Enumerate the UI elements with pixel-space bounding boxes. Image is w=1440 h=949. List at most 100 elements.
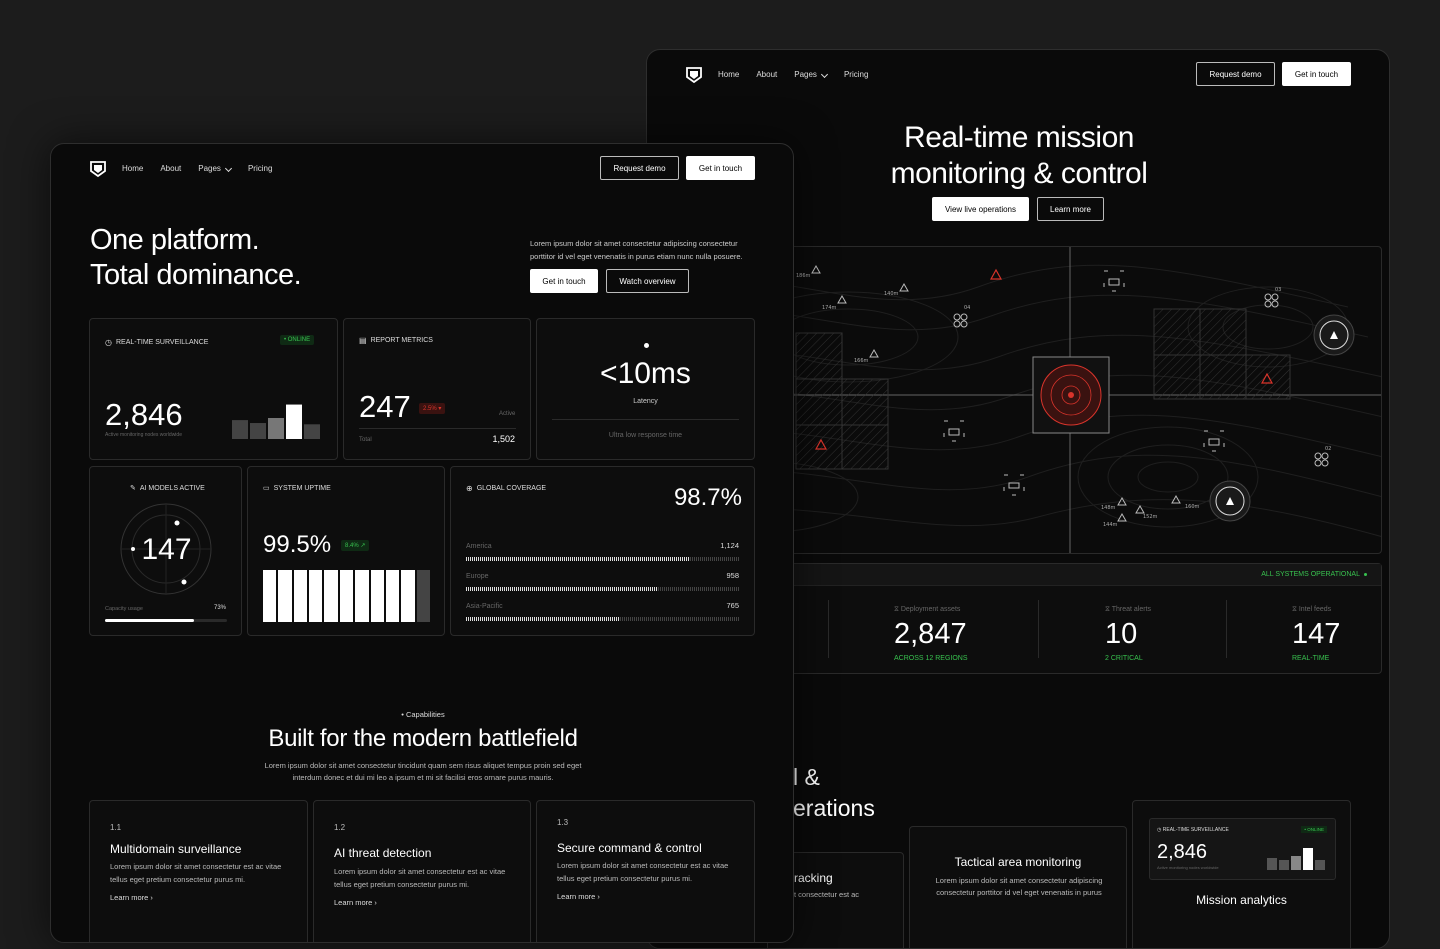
coverage-card[interactable]: ⊕ GLOBAL COVERAGE 98.7% America 1,124 Europ… [450,466,755,636]
nav-pages[interactable]: Pages [198,164,232,173]
surveillance-label: ◷ REAL-TIME SURVEILLANCE [105,338,208,347]
coverage-value: 98.7% [673,484,742,511]
chevron-down-icon [224,164,232,173]
surveillance-bar [286,404,302,439]
hero-get-in-touch-button[interactable]: Get in touch [530,269,598,293]
report-total-label: Total [359,437,372,443]
learn-more-link[interactable]: Learn more › [110,893,153,902]
capabilities-tag: • Capabilities [401,710,445,719]
report-active-label: Active [499,411,516,417]
nav-pricing[interactable]: Pricing [247,164,273,173]
uptime-segment [339,570,354,622]
shield-logo-icon[interactable] [89,160,107,178]
uptime-segment [263,570,277,622]
watch-overview-button[interactable]: Watch overview [606,269,689,293]
surveillance-label-text: REAL-TIME SURVEILLANCE [115,339,209,346]
feature-desc: Lorem ipsum dolor sit amet consectetur e… [557,861,729,883]
uptime-segment [401,570,415,622]
capacity-fill [105,619,195,622]
uptime-segment [416,570,430,622]
get-in-touch-button[interactable]: Get in touch [686,156,755,180]
get-in-touch-button[interactable]: Get in touch [1282,62,1351,86]
surveillance-bar-chart [232,404,320,439]
uptime-segment-bar [263,570,430,622]
vehicle-icons[interactable] [943,270,1225,496]
back-hero-line1: Real-time mission [904,121,1134,154]
hero-description: Lorem ipsum dolor sit amet consectetur a… [530,237,743,263]
divider [359,428,516,429]
alert-triangle-icons[interactable] [814,268,1274,450]
nav-about[interactable]: About [756,70,778,79]
nav-pricing[interactable]: Pricing [843,70,869,79]
request-demo-button[interactable]: Request demo [1196,62,1275,86]
ai-models-card[interactable]: ✎ AI MODELS ACTIVE 147 Capacity usage 73% [89,466,242,636]
drone-icons[interactable] [953,293,1329,467]
chevron-down-icon [820,70,828,79]
report-metrics-card[interactable]: ▤ REPORT METRICS 247 2.5% ▾ Active Total … [343,318,531,460]
latency-card[interactable]: <10ms Latency Ultra low response time [536,318,755,460]
front-hero-title: One platform. Total dominance. [90,223,302,293]
target-radar-icon[interactable] [1032,356,1110,434]
hero-desc-line1: Lorem ipsum dolor sit amet consectetur a… [530,239,738,248]
feature-card-surveillance[interactable]: 1.1 Multidomain surveillance Lorem ipsum… [89,800,308,942]
nav-pages[interactable]: Pages [794,70,828,79]
compass-icons[interactable] [1209,314,1355,522]
waypoint-triangle-icons [811,264,1181,522]
ai-models-label-text: AI MODELS ACTIVE [139,484,205,492]
request-demo-button[interactable]: Request demo [600,156,679,180]
learn-more-button[interactable]: Learn more [1037,197,1104,221]
mini-label: ◷ REAL-TIME SURVEILLANCE [1157,827,1229,833]
feature-title: AI threat detection [334,846,432,860]
monitor-icon: ▭ [263,485,270,492]
mini-surveillance-card: ◷ REAL-TIME SURVEILLANCE • ONLINE 2,846 … [1149,818,1336,880]
map-label-a: 186m [796,273,811,279]
learn-more-link[interactable]: Learn more › [334,898,377,907]
feature-card-tactical[interactable]: Tactical area monitoring Lorem ipsum dol… [909,826,1127,948]
coverage-progress-fill [466,557,690,561]
uptime-value: 99.5% [263,531,332,558]
hatched-zone-left [795,332,889,470]
coverage-progress-bar [466,617,739,621]
feature-title: Multidomain surveillance [110,842,242,856]
map-label-g: 02 [1325,446,1331,452]
report-label-text: REPORT METRICS [370,337,433,344]
stat-value-threats: 10 [1105,618,1138,650]
learn-more-link[interactable]: Learn more › [557,892,600,901]
stat-label-text: Intel feeds [1298,606,1332,613]
feature-title: Secure command & control [557,841,702,855]
view-live-operations-button[interactable]: View live operations [932,197,1029,221]
stat-divider [828,600,829,658]
front-hero-line1: One platform. [90,224,260,256]
uptime-card[interactable]: ▭ SYSTEM UPTIME 99.5% 8.4% ↗ [247,466,445,636]
report-label: ▤ REPORT METRICS [359,336,433,345]
feature-card-mission[interactable]: ◷ REAL-TIME SURVEILLANCE • ONLINE 2,846 … [1132,800,1351,948]
coverage-progress-bar [466,587,739,591]
surveillance-bar [250,423,266,439]
nav-pages-label: Pages [198,164,221,173]
feature-card-ai-threat[interactable]: 1.2 AI threat detection Lorem ipsum dolo… [313,800,531,942]
shield-logo-icon[interactable] [685,66,703,84]
radar-dial-icon [120,503,212,595]
uptime-segment [324,570,338,622]
stat-sub-threats: 2 CRITICAL [1105,655,1143,662]
ai-models-value: 147 [141,533,192,566]
stat-label-text: Deployment assets [900,606,961,613]
report-badge: 2.5% ▾ [419,403,446,414]
surveillance-card[interactable]: ◷ REAL-TIME SURVEILLANCE • ONLINE 2,846 A… [89,318,338,460]
nav-home[interactable]: Home [122,164,144,173]
sparkle-icon: ✎ [130,485,136,492]
feature-card-secure-command[interactable]: 1.3 Secure command & control Lorem ipsum… [536,800,755,942]
coverage-label-text: GLOBAL COVERAGE [476,485,547,492]
nav-pages-label: Pages [794,70,817,79]
stat-label-text: Threat alerts [1111,606,1152,613]
nav-about[interactable]: About [160,164,182,173]
latency-label: Latency [633,398,658,405]
status-bar: ALL SYSTEMS OPERATIONAL [648,564,1381,586]
section-desc-line2: interdum donec et dui mi leo a ipsum et … [292,773,554,782]
feature-desc: Lorem ipsum dolor sit amet consectetur e… [110,862,282,884]
hero-desc-line2: porttitor id vel eget venenatis in purus… [530,252,743,261]
nav-home[interactable]: Home [718,70,740,79]
surveillance-sub: Active monitoring nodes worldwide [105,432,182,438]
feature-number: 1.1 [110,823,122,832]
capacity-track [105,619,227,622]
